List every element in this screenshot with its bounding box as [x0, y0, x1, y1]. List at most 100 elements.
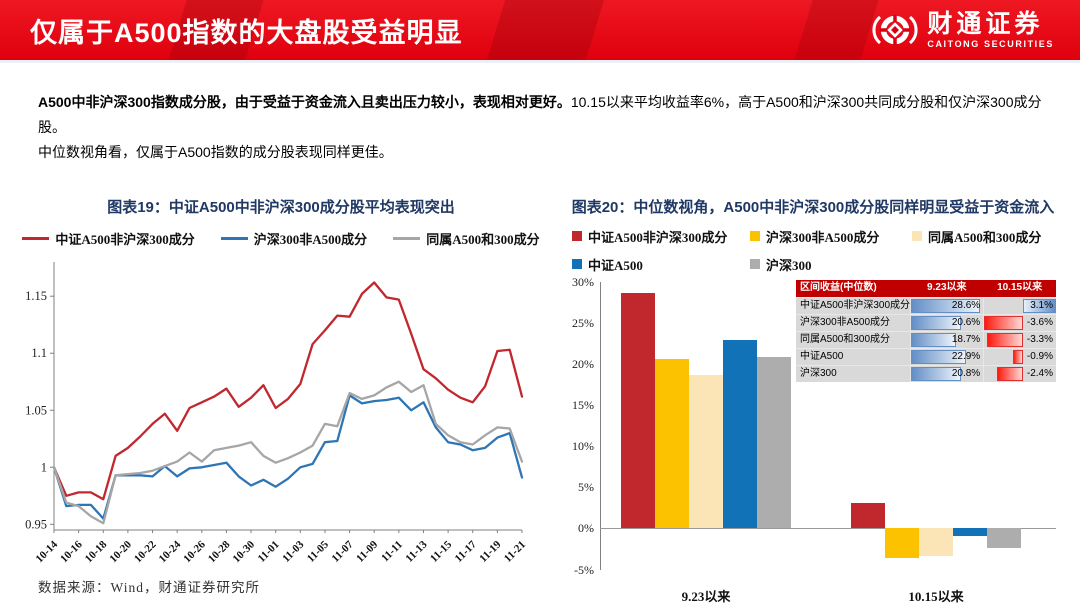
legend-item: 中证A500非沪深300成分 — [572, 227, 750, 246]
table-cell-return-1015: -3.6% — [983, 314, 1056, 331]
legend-item: 中证A500 — [572, 255, 750, 274]
x-axis-tick-label: 10-16 — [58, 538, 85, 565]
y-axis-tick-label: 0.95 — [25, 517, 47, 531]
summary-bold-text: A500中非沪深300指数成分股，由于受益于资金流入且卖出压力较小，表现相对更好… — [38, 94, 571, 110]
data-bar-negative — [984, 315, 1023, 330]
data-bar-negative — [1013, 349, 1023, 364]
summary-line2-text: 中位数视角看，仅属于A500指数的成分股表现同样更佳。 — [38, 144, 393, 161]
y-axis-tick-label: 1.1 — [31, 346, 47, 360]
data-bar-negative — [997, 366, 1023, 381]
y-axis-tick-label: 5% — [578, 480, 594, 495]
data-bar-blue — [911, 315, 961, 330]
x-axis-tick-label: 10-30 — [231, 538, 258, 565]
legend-label: 中证A500非沪深300成分 — [588, 229, 728, 245]
x-axis-tick-label: 11-09 — [354, 538, 381, 565]
line-chart-panel: 图表19：中证A500中非沪深300成分股平均表现突出 中证A500非沪深300… — [20, 190, 542, 608]
legend-line-marker-icon — [22, 236, 50, 240]
y-axis-tick-label: 0% — [578, 521, 594, 536]
bar-9.23以来-中证A500 — [723, 339, 757, 529]
x-axis-tick-label: 10-24 — [157, 538, 184, 565]
bar-10.15以来-中证A500非沪深300成分 — [851, 502, 885, 529]
legend-item: 沪深300非A500成分 — [220, 229, 368, 248]
x-axis-tick-label: 11-11 — [379, 538, 405, 564]
table-value: 20.8% — [951, 367, 981, 379]
bar-10.15以来-中证A500 — [953, 528, 987, 536]
table-value: -0.9% — [1026, 350, 1053, 362]
table-header-since-923: 9.23以来 — [927, 282, 967, 294]
x-axis-tick-label: 10-26 — [181, 538, 208, 565]
summary-regular-text: 10.15以来平均收益率6%，高于A500和沪深300共同成分股和仅沪深300成… — [38, 94, 1042, 136]
table-row: 沪深300非A500成分 20.6% -3.6% — [796, 313, 1056, 331]
legend-label: 同属A500和300成分 — [928, 229, 1042, 245]
line-series-0 — [52, 280, 524, 500]
y-axis-tick-label: 1.05 — [25, 403, 47, 417]
data-source-note: 数据来源：Wind，财通证券研究所 — [38, 580, 260, 595]
table-cell-return-1015: -0.9% — [983, 348, 1056, 365]
table-cell-label: 同属A500和300成分 — [800, 333, 891, 345]
table-value: 28.6% — [951, 299, 981, 311]
table-value: 22.9% — [951, 350, 981, 362]
brand-name-en: CAITONG SECURITIES — [927, 38, 1054, 49]
legend-label: 中证A500 — [588, 257, 643, 273]
data-bar-blue — [911, 298, 980, 313]
legend-label: 中证A500非沪深300成分 — [55, 231, 195, 247]
line-chart-legend: 中证A500非沪深300成分 沪深300非A500成分 同属A500和300成分 — [20, 229, 542, 248]
table-value: 20.6% — [951, 316, 981, 328]
legend-square-marker-icon — [750, 231, 760, 242]
x-axis-tick-label: 10-14 — [33, 538, 60, 565]
x-axis-tick-label: 11-07 — [329, 538, 356, 565]
y-axis-tick-label: -5% — [574, 562, 594, 577]
x-axis-tick-label: 10-20 — [107, 538, 134, 565]
category-label: 10.15以来 — [908, 588, 964, 604]
y-axis-tick-label: 30% — [572, 274, 594, 289]
data-bar-blue — [911, 349, 967, 364]
brand-name-cn: 财通证券 — [927, 10, 1044, 38]
brand-text: 财通证券 CAITONG SECURITIES — [927, 12, 1054, 49]
table-row: 中证A500非沪深300成分 28.6% 3.1% — [796, 296, 1056, 314]
bar-10.15以来-沪深300非A500成分 — [885, 528, 919, 559]
data-bar-blue — [911, 366, 962, 381]
x-axis-tick-label: 11-01 — [256, 538, 282, 564]
line-chart-title: 图表19：中证A500中非沪深300成分股平均表现突出 — [107, 198, 455, 216]
x-axis-tick-label: 11-05 — [305, 538, 332, 565]
legend-square-marker-icon — [572, 231, 582, 242]
legend-label: 沪深300非A500成分 — [253, 231, 368, 247]
x-axis-tick-label: 10-28 — [206, 538, 233, 565]
bar-chart-panel: 图表20：中位数视角，A500中非沪深300成分股同样明显受益于资金流入 中证A… — [566, 190, 1060, 608]
bar-chart-title: 图表20：中位数视角，A500中非沪深300成分股同样明显受益于资金流入 — [571, 198, 1055, 216]
table-cell-label: 沪深300 — [800, 367, 837, 379]
table-cell-label: 中证A500 — [800, 350, 844, 362]
bar-chart-legend: 中证A500非沪深300成分 沪深300非A500成分 同属A500和300成分 中证… — [572, 227, 1060, 274]
header-divider — [0, 60, 1080, 63]
bar-9.23以来-沪深300 — [757, 357, 791, 529]
legend-label: 同属A500和300成分 — [426, 231, 540, 247]
y-axis-tick-label: 15% — [572, 397, 594, 412]
table-cell-return-1015: -2.4% — [983, 365, 1056, 382]
summary-paragraph: A500中非沪深300指数成分股，由于受益于资金流入且卖出压力较小，表现相对更好… — [0, 77, 1070, 166]
category-label: 9.23以来 — [681, 588, 731, 604]
line-series-1 — [52, 393, 524, 520]
table-row: 沪深300 20.8% -2.4% — [796, 364, 1056, 382]
legend-item: 同属A500和300成分 — [912, 227, 1062, 246]
legend-line-marker-icon — [393, 236, 421, 240]
table-cell-label: 中证A500非沪深300成分 — [800, 299, 911, 311]
legend-square-marker-icon — [750, 259, 760, 270]
x-axis-tick-label: 11-13 — [403, 538, 430, 565]
data-bar-blue — [911, 332, 957, 347]
brand-logo: 财通证券 CAITONG SECURITIES — [872, 7, 1054, 53]
bar-9.23以来-中证A500非沪深300成分 — [621, 293, 655, 529]
legend-line-marker-icon — [220, 236, 248, 240]
y-axis-tick-label: 10% — [572, 439, 594, 454]
x-axis-tick-label: 11-03 — [280, 538, 307, 565]
y-axis-tick-label: 25% — [572, 315, 594, 330]
line-series-2 — [52, 380, 524, 524]
y-axis-tick-label: 20% — [572, 356, 594, 371]
median-return-table: 区间收益(中位数) 9.23以来 10.15以来 中证A500非沪深300成分 28.6… — [796, 279, 1056, 382]
bar-10.15以来-沪深300 — [987, 528, 1021, 549]
data-bar-negative — [987, 332, 1023, 347]
bar-9.23以来-沪深300非A500成分 — [655, 358, 689, 529]
y-axis-tick-label: 1 — [41, 460, 47, 474]
table-row: 中证A500 22.9% -0.9% — [796, 347, 1056, 365]
table-value: 3.1% — [1030, 299, 1053, 311]
table-cell-return-923: 18.7% — [910, 331, 983, 348]
